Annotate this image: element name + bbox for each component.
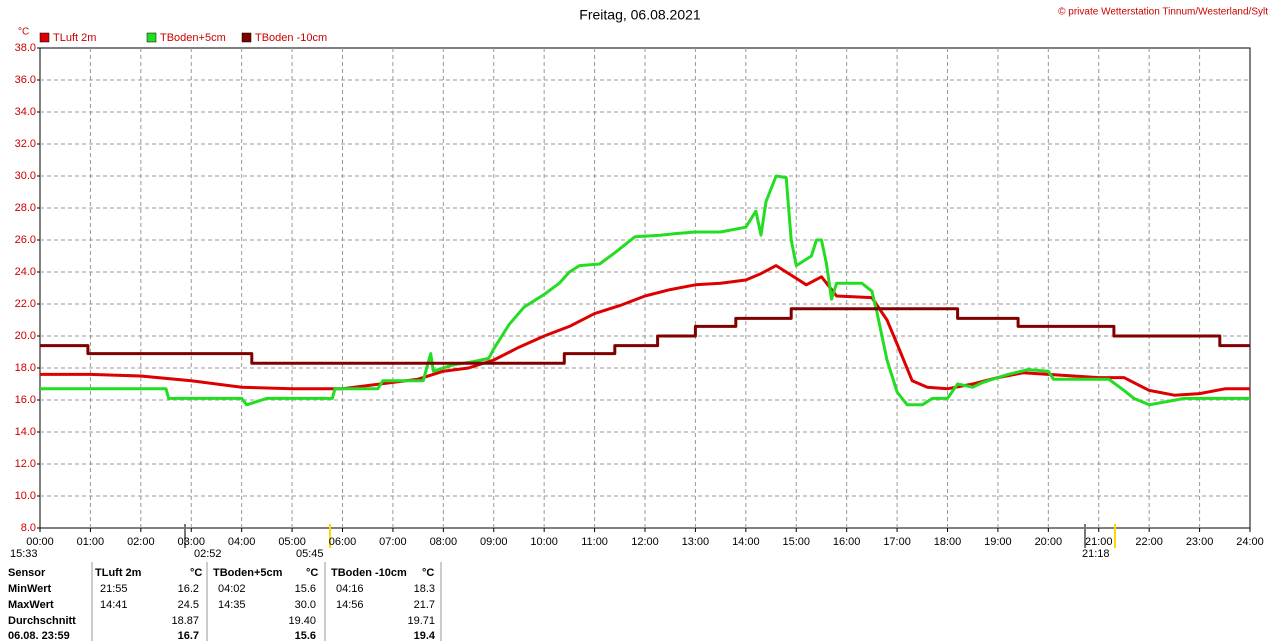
table-header: TLuft 2m [95,567,142,579]
x-tick-label: 02:00 [127,536,155,548]
row-label: Durchschnitt [8,615,76,627]
cell-value: 19.40 [288,615,316,627]
cell-time: 14:41 [100,599,128,611]
x-tick-label: 13:00 [682,536,710,548]
copyright: © private Wetterstation Tinnum/Westerlan… [1058,7,1268,18]
cell-value: 30.0 [295,599,316,611]
y-tick-label: 30.0 [15,170,36,182]
table-header: Sensor [8,567,46,579]
series-line [40,174,1250,407]
legend-label: TBoden -10cm [255,32,327,44]
cell-value: 16.7 [178,630,199,641]
cell-value: 21.7 [414,599,435,611]
table-header: TBoden+5cm [213,567,283,579]
cell-value: 18.87 [171,615,199,627]
sun-time: 05:45 [296,548,324,560]
x-tick-label: 10:00 [530,536,558,548]
series-line [40,307,1250,365]
chart-title: Freitag, 06.08.2021 [579,7,701,23]
y-tick-label: 20.0 [15,330,36,342]
y-tick-label: 16.0 [15,394,36,406]
marks [37,47,1251,532]
row-label: MaxWert [8,599,54,611]
legend-label: TLuft 2m [53,32,96,44]
x-tick-label: 08:00 [430,536,458,548]
x-tick-label: 14:00 [732,536,760,548]
x-tick-label: 04:00 [228,536,256,548]
y-tick-label: 34.0 [15,106,36,118]
legend-swatch [241,32,252,43]
y-tick-label: 26.0 [15,234,36,246]
x-tick-label: 18:00 [934,536,962,548]
x-tick-label: 01:00 [77,536,105,548]
x-tick-label: 17:00 [883,536,911,548]
cell-value: 18.3 [414,583,435,595]
x-tick-label: 03:00 [177,536,205,548]
sun-time: 02:52 [194,548,222,560]
cell-value: 19.4 [414,630,436,641]
y-tick-label: 18.0 [15,362,36,374]
x-tick-label: 11:00 [581,536,608,548]
y-tick-label: 38.0 [15,42,36,54]
cell-time: 04:16 [336,583,364,595]
x-tick-label: 19:00 [984,536,1012,548]
y-tick-label: 32.0 [15,138,36,150]
table-header: °C [422,567,434,579]
legend-swatch [39,32,50,43]
cell-time: 21:55 [100,583,128,595]
stats-table: Sensor TLuft 2m °C TBoden+5cm °C TBoden -10cm… [8,562,442,641]
cell-value: 19.71 [407,615,435,627]
y-tick-label: 28.0 [15,202,36,214]
sun-time: 15:33 [10,548,38,560]
legend-swatch [146,32,157,43]
x-tick-label: 00:00 [26,536,54,548]
y-tick-label: 36.0 [15,74,36,86]
cell-value: 16.2 [178,583,199,595]
x-tick-label: 06:00 [329,536,357,548]
cell-value: 15.6 [295,583,316,595]
cell-time: 14:35 [218,599,246,611]
row-label: MinWert [8,583,52,595]
row-label: 06.08. 23:59 [8,630,70,641]
x-tick-label: 22:00 [1135,536,1163,548]
cell-value: 24.5 [178,599,199,611]
cell-time: 04:02 [218,583,246,595]
legend-label: TBoden+5cm [160,32,226,44]
cell-value: 15.6 [295,630,316,641]
y-unit: °C [18,27,29,38]
y-tick-label: 14.0 [15,426,36,438]
table-header: °C [306,567,318,579]
y-tick-label: 24.0 [15,266,36,278]
y-tick-label: 10.0 [15,490,36,502]
x-tick-label: 24:00 [1236,536,1264,548]
table-header: °C [190,567,202,579]
x-tick-label: 21:00 [1085,536,1113,548]
x-tick-label: 15:00 [782,536,810,548]
table-header: TBoden -10cm [331,567,407,579]
cell-time: 14:56 [336,599,364,611]
x-tick-label: 12:00 [631,536,659,548]
x-tick-label: 16:00 [833,536,861,548]
x-tick-label: 09:00 [480,536,508,548]
sun-time: 21:18 [1082,548,1110,560]
y-tick-label: 22.0 [15,298,36,310]
x-tick-label: 05:00 [278,536,306,548]
x-tick-label: 07:00 [379,536,407,548]
x-tick-label: 20:00 [1035,536,1063,548]
x-tick-label: 23:00 [1186,536,1214,548]
y-tick-label: 12.0 [15,458,36,470]
y-tick-label: 8.0 [21,522,36,534]
